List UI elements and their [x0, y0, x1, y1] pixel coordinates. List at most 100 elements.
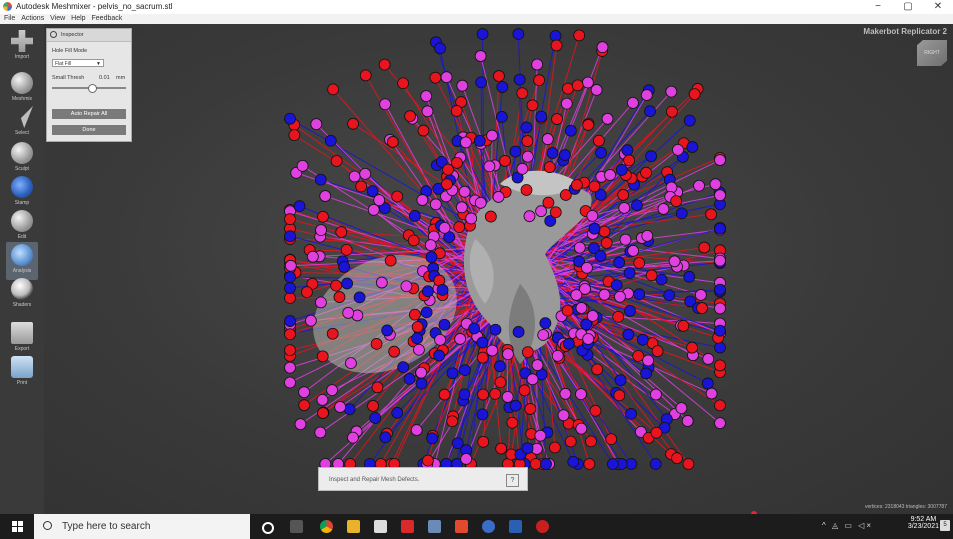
defect-marker[interactable] [684, 115, 695, 126]
defect-marker[interactable] [398, 78, 409, 89]
defect-marker[interactable] [697, 303, 708, 314]
defect-marker[interactable] [371, 338, 382, 349]
defect-marker[interactable] [360, 70, 371, 81]
defect-marker[interactable] [641, 90, 652, 101]
defect-marker[interactable] [513, 326, 524, 337]
defect-marker[interactable] [583, 119, 594, 130]
done-button[interactable]: Done [52, 125, 126, 135]
defect-marker[interactable] [485, 211, 496, 222]
defect-marker[interactable] [426, 252, 437, 263]
defect-marker[interactable] [455, 333, 466, 344]
defect-marker[interactable] [574, 30, 585, 41]
defect-marker[interactable] [416, 367, 427, 378]
defect-marker[interactable] [454, 222, 465, 233]
defect-marker[interactable] [633, 350, 644, 361]
defect-marker[interactable] [613, 311, 624, 322]
defect-marker[interactable] [418, 125, 429, 136]
defect-marker[interactable] [475, 197, 486, 208]
defect-marker[interactable] [459, 365, 470, 376]
defect-marker[interactable] [532, 360, 543, 371]
defect-marker[interactable] [576, 303, 587, 314]
defect-marker[interactable] [715, 190, 726, 201]
defect-marker[interactable] [496, 443, 507, 454]
auto-repair-all-button[interactable]: Auto Repair All [52, 109, 126, 119]
close-button[interactable]: ✕ [923, 0, 953, 14]
defect-marker[interactable] [664, 290, 675, 301]
defect-marker[interactable] [650, 459, 661, 470]
export-tool[interactable]: Export [6, 320, 38, 358]
word-icon[interactable] [509, 520, 522, 533]
defect-marker[interactable] [595, 251, 606, 262]
defect-marker[interactable] [507, 417, 518, 428]
defect-marker[interactable] [631, 200, 642, 211]
defect-marker[interactable] [416, 378, 427, 389]
defect-marker[interactable] [715, 325, 726, 336]
defect-marker[interactable] [412, 321, 423, 332]
defect-marker[interactable] [294, 201, 305, 212]
defect-marker[interactable] [558, 410, 569, 421]
defect-marker[interactable] [535, 430, 546, 441]
defect-marker[interactable] [447, 416, 458, 427]
defect-marker[interactable] [299, 387, 310, 398]
defect-marker[interactable] [521, 184, 532, 195]
defect-marker[interactable] [285, 260, 296, 271]
defect-marker[interactable] [478, 389, 489, 400]
defect-marker[interactable] [544, 162, 555, 173]
defect-marker[interactable] [678, 320, 689, 331]
defect-marker[interactable] [368, 204, 379, 215]
defect-marker[interactable] [699, 242, 710, 253]
defect-marker[interactable] [285, 362, 296, 373]
defect-marker[interactable] [311, 119, 322, 130]
defect-marker[interactable] [443, 164, 454, 175]
defect-marker[interactable] [425, 240, 436, 251]
defect-marker[interactable] [427, 433, 438, 444]
defect-marker[interactable] [568, 456, 579, 467]
defect-marker[interactable] [560, 388, 571, 399]
slider-handle[interactable] [88, 84, 97, 93]
task-view-icon[interactable] [290, 520, 303, 533]
defect-marker[interactable] [285, 272, 296, 283]
defect-marker[interactable] [650, 389, 661, 400]
defect-marker[interactable] [527, 374, 538, 385]
defect-marker[interactable] [285, 231, 296, 242]
defect-marker[interactable] [715, 360, 726, 371]
defect-marker[interactable] [599, 289, 610, 300]
defect-marker[interactable] [404, 373, 415, 384]
defect-marker[interactable] [715, 303, 726, 314]
defect-marker[interactable] [521, 122, 532, 133]
defect-marker[interactable] [596, 147, 607, 158]
defect-marker[interactable] [527, 100, 538, 111]
shaders-tool[interactable]: Shaders [6, 276, 38, 314]
defect-marker[interactable] [552, 350, 563, 361]
defect-marker[interactable] [522, 136, 533, 147]
system-tray-icons[interactable]: ^ ◬ ▭ ◁× [822, 521, 873, 530]
defect-marker[interactable] [687, 142, 698, 153]
defect-marker[interactable] [522, 151, 533, 162]
defect-marker[interactable] [305, 315, 316, 326]
defect-marker[interactable] [565, 125, 576, 136]
defect-marker[interactable] [327, 385, 338, 396]
defect-marker[interactable] [422, 455, 433, 466]
defect-marker[interactable] [626, 459, 637, 470]
defect-marker[interactable] [616, 164, 627, 175]
defect-marker[interactable] [565, 436, 576, 447]
defect-marker[interactable] [524, 211, 535, 222]
edit-tool[interactable]: Edit [6, 208, 38, 246]
defect-marker[interactable] [285, 113, 296, 124]
defect-marker[interactable] [285, 345, 296, 356]
defect-marker[interactable] [652, 346, 663, 357]
defect-marker[interactable] [706, 388, 717, 399]
defect-marker[interactable] [551, 40, 562, 51]
defect-marker[interactable] [682, 415, 693, 426]
defect-marker[interactable] [368, 400, 379, 411]
defect-marker[interactable] [643, 355, 654, 366]
defect-marker[interactable] [461, 453, 472, 464]
defect-marker[interactable] [487, 345, 498, 356]
defect-marker[interactable] [536, 206, 547, 217]
defect-marker[interactable] [285, 329, 296, 340]
defect-marker[interactable] [451, 105, 462, 116]
acrobat-icon[interactable] [401, 520, 414, 533]
defect-marker[interactable] [437, 284, 448, 295]
defect-marker[interactable] [341, 244, 352, 255]
defect-marker[interactable] [656, 274, 667, 285]
